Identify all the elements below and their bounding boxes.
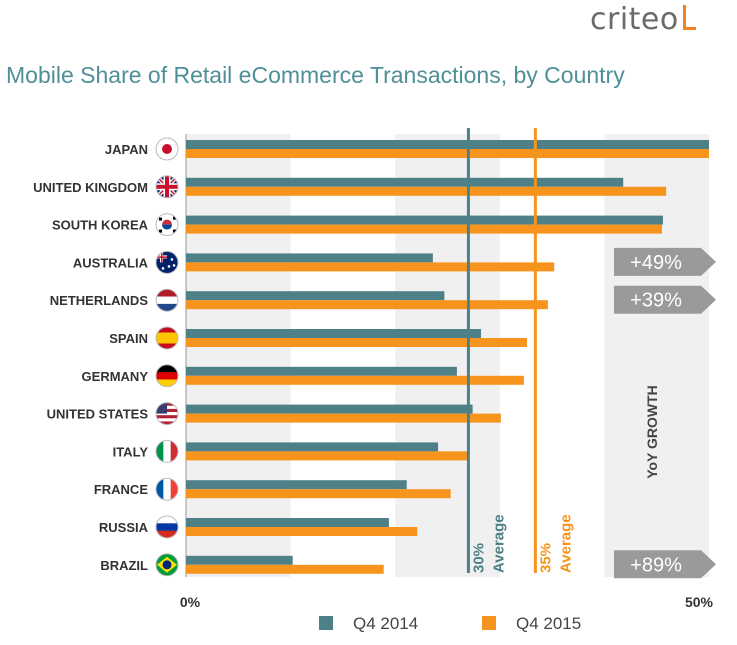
criteo-logo: criteo — [590, 2, 696, 37]
svg-text:+89%: +89% — [630, 554, 682, 576]
flag-russia-icon — [155, 515, 179, 539]
bar-q4-2014-spain — [186, 329, 481, 338]
legend-item-q4-2015: Q4 2015 — [482, 614, 581, 634]
bar-q4-2014-germany — [186, 366, 457, 376]
bar-q4-2014-russia — [186, 518, 389, 527]
average-label-2: 35% Average — [537, 514, 574, 573]
bar-q4-2014-italy — [186, 442, 439, 452]
x-tick-label-50: 50% — [685, 594, 714, 610]
category-label-australia: AUSTRALIA — [73, 255, 149, 270]
yoy-growth-label: YoY GROWTH — [644, 385, 660, 479]
bar-q4-2014-australia — [186, 253, 433, 263]
flag-brazil-icon — [155, 553, 179, 577]
bar-q4-2015-australia — [186, 262, 555, 272]
category-label-south-korea: SOUTH KOREA — [52, 218, 149, 233]
bar-q4-2015-japan — [186, 149, 709, 158]
bar-q4-2014-france — [186, 480, 407, 490]
flag-south-korea-icon — [155, 213, 179, 237]
chart-title: Mobile Share of Retail eCommerce Transac… — [6, 62, 625, 88]
bar-q4-2014-united-states — [186, 404, 473, 414]
svg-text:+39%: +39% — [630, 290, 682, 312]
flag-united-kingdom-icon — [155, 175, 179, 199]
svg-text:Average: Average — [490, 514, 507, 573]
legend-swatch-q4-2015 — [482, 616, 496, 630]
bar-q4-2015-spain — [186, 338, 527, 347]
growth-callout-australia: +49% — [614, 247, 716, 276]
category-label-brazil: BRAZIL — [100, 558, 148, 573]
category-label-united-states: UNITED STATES — [47, 407, 149, 422]
average-label-1: 30% Average — [470, 514, 507, 573]
flag-spain-icon — [155, 326, 179, 350]
x-tick-label-0: 0% — [180, 594, 201, 610]
bar-q4-2015-germany — [186, 375, 524, 385]
svg-text:Average: Average — [557, 514, 574, 573]
grid-band — [604, 134, 709, 577]
growth-callout-netherlands: +39% — [614, 285, 716, 314]
growth-callout-brazil: +89% — [614, 550, 716, 579]
bar-q4-2014-united-kingdom — [186, 177, 624, 187]
svg-text:+49%: +49% — [630, 252, 682, 274]
category-label-italy: ITALY — [113, 444, 149, 459]
flag-netherlands-icon — [155, 288, 179, 312]
bar-q4-2014-netherlands — [186, 291, 445, 301]
category-label-germany: GERMANY — [82, 369, 149, 384]
bar-q4-2014-japan — [186, 140, 709, 149]
bar-q4-2014-brazil — [186, 555, 293, 565]
bar-q4-2014-south-korea — [186, 215, 663, 225]
bar-q4-2015-united-states — [186, 413, 501, 423]
flag-france-icon — [155, 477, 179, 501]
grid-band — [395, 134, 500, 577]
flag-germany-icon — [155, 364, 179, 388]
flag-united-states-icon — [155, 402, 179, 426]
bar-q4-2015-italy — [186, 451, 469, 461]
category-label-spain: SPAIN — [109, 331, 148, 346]
svg-text:30%: 30% — [470, 543, 487, 573]
bar-q4-2015-france — [186, 489, 451, 499]
logo-tail-icon — [682, 5, 696, 30]
bar-q4-2015-united-kingdom — [186, 186, 667, 196]
bar-q4-2015-brazil — [186, 564, 384, 574]
svg-text:35%: 35% — [537, 543, 554, 573]
grid-band — [186, 134, 291, 577]
legend-swatch-q4-2014 — [319, 616, 333, 630]
bar-q4-2015-netherlands — [186, 300, 548, 310]
category-label-netherlands: NETHERLANDS — [50, 293, 149, 308]
category-label-united-kingdom: UNITED KINGDOM — [33, 180, 148, 195]
category-label-france: FRANCE — [94, 482, 148, 497]
flag-japan-icon — [155, 137, 179, 161]
category-label-japan: JAPAN — [105, 142, 148, 157]
bar-q4-2015-russia — [186, 527, 418, 536]
category-label-russia: RUSSIA — [99, 520, 149, 535]
bar-q4-2015-south-korea — [186, 224, 662, 234]
legend-item-q4-2014: Q4 2014 — [319, 614, 418, 634]
flag-italy-icon — [155, 439, 179, 463]
flag-australia-icon — [155, 250, 179, 274]
